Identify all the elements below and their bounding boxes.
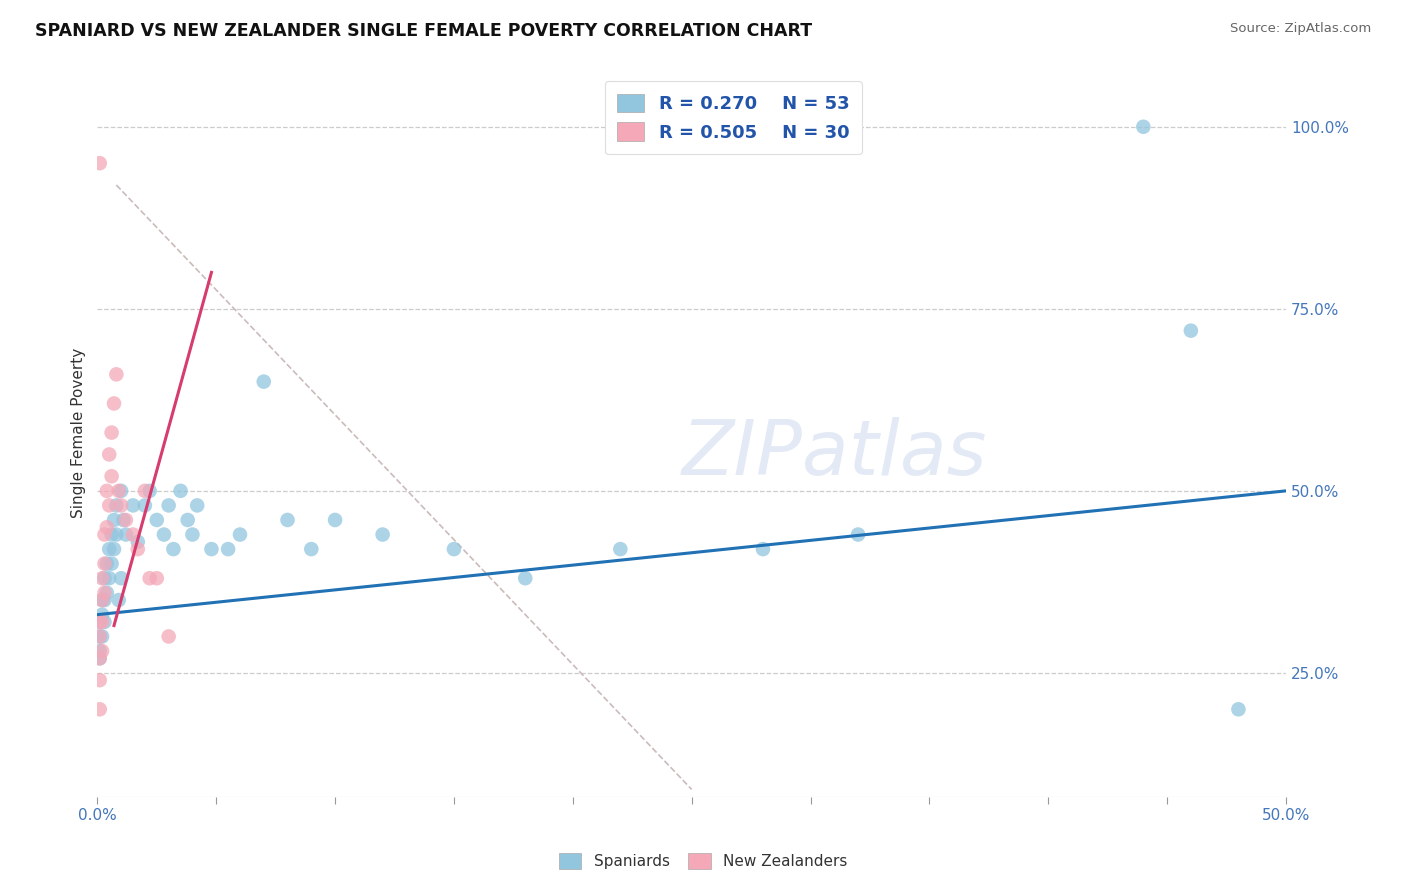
Point xyxy=(110,483,132,498)
Point xyxy=(105,527,128,541)
Point xyxy=(89,651,111,665)
Text: SPANIARD VS NEW ZEALANDER SINGLE FEMALE POVERTY CORRELATION CHART: SPANIARD VS NEW ZEALANDER SINGLE FEMALE … xyxy=(35,22,813,40)
Point xyxy=(229,527,252,541)
Point xyxy=(186,499,208,513)
Point xyxy=(91,615,114,629)
Point xyxy=(93,527,115,541)
Point xyxy=(91,607,114,622)
Point xyxy=(138,483,160,498)
Point xyxy=(115,527,138,541)
Point xyxy=(134,483,156,498)
Point xyxy=(91,644,114,658)
Point xyxy=(846,527,869,541)
Point xyxy=(93,593,115,607)
Point xyxy=(96,483,118,498)
Point xyxy=(98,447,121,461)
Point xyxy=(91,593,114,607)
Point xyxy=(1180,324,1202,338)
Legend: R = 0.270    N = 53, R = 0.505    N = 30: R = 0.270 N = 53, R = 0.505 N = 30 xyxy=(605,81,862,154)
Point xyxy=(93,557,115,571)
Point xyxy=(96,586,118,600)
Point xyxy=(100,425,122,440)
Point xyxy=(134,499,156,513)
Point xyxy=(443,542,465,557)
Point xyxy=(138,571,160,585)
Point xyxy=(96,557,118,571)
Point xyxy=(89,651,111,665)
Legend: Spaniards, New Zealanders: Spaniards, New Zealanders xyxy=(553,847,853,875)
Point xyxy=(103,513,125,527)
Point xyxy=(93,571,115,585)
Point xyxy=(98,499,121,513)
Point xyxy=(1227,702,1250,716)
Point xyxy=(176,513,198,527)
Point xyxy=(89,673,111,688)
Point xyxy=(112,513,135,527)
Point xyxy=(200,542,222,557)
Point xyxy=(89,615,111,629)
Point xyxy=(1132,120,1154,134)
Point xyxy=(89,615,111,629)
Point xyxy=(98,571,121,585)
Point xyxy=(100,469,122,483)
Point xyxy=(162,542,184,557)
Point xyxy=(103,396,125,410)
Point xyxy=(96,520,118,534)
Point xyxy=(277,513,299,527)
Point xyxy=(127,534,149,549)
Point xyxy=(609,542,631,557)
Point xyxy=(91,571,114,585)
Point xyxy=(146,513,169,527)
Point xyxy=(93,615,115,629)
Point xyxy=(217,542,239,557)
Point xyxy=(253,375,276,389)
Y-axis label: Single Female Poverty: Single Female Poverty xyxy=(72,348,86,517)
Point xyxy=(100,557,122,571)
Point xyxy=(157,499,180,513)
Point xyxy=(110,499,132,513)
Point xyxy=(107,483,129,498)
Point xyxy=(752,542,775,557)
Point xyxy=(89,630,111,644)
Point xyxy=(89,644,111,658)
Point xyxy=(127,542,149,557)
Point xyxy=(103,542,125,557)
Point xyxy=(323,513,346,527)
Text: Source: ZipAtlas.com: Source: ZipAtlas.com xyxy=(1230,22,1371,36)
Text: ZIPatlas: ZIPatlas xyxy=(682,417,987,491)
Point xyxy=(105,499,128,513)
Point xyxy=(157,630,180,644)
Point xyxy=(153,527,176,541)
Point xyxy=(115,513,138,527)
Point xyxy=(146,571,169,585)
Point xyxy=(89,702,111,716)
Point xyxy=(110,571,132,585)
Point xyxy=(89,630,111,644)
Point xyxy=(371,527,394,541)
Point xyxy=(89,156,111,170)
Point xyxy=(122,499,145,513)
Point xyxy=(122,527,145,541)
Point xyxy=(107,593,129,607)
Point xyxy=(515,571,537,585)
Point xyxy=(299,542,322,557)
Point xyxy=(91,630,114,644)
Point xyxy=(181,527,204,541)
Point xyxy=(169,483,191,498)
Point xyxy=(91,593,114,607)
Point xyxy=(105,368,128,382)
Point xyxy=(100,527,122,541)
Point xyxy=(93,586,115,600)
Point xyxy=(98,542,121,557)
